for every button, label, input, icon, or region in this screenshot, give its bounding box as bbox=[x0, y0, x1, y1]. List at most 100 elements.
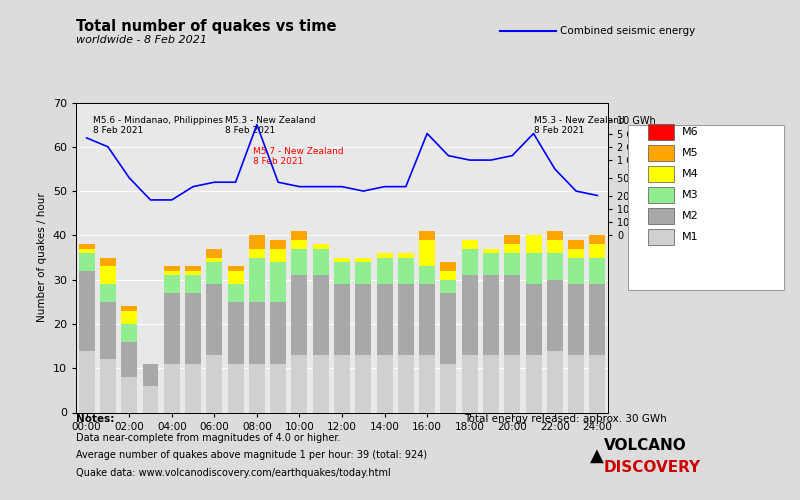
Bar bbox=[504, 244, 520, 253]
Bar bbox=[377, 355, 393, 412]
Bar bbox=[206, 262, 222, 284]
Text: M3: M3 bbox=[682, 190, 698, 200]
Y-axis label: Number of quakes / hour: Number of quakes / hour bbox=[38, 192, 47, 322]
Bar bbox=[568, 284, 584, 355]
Text: DISCOVERY: DISCOVERY bbox=[604, 460, 701, 475]
Text: Notes:: Notes: bbox=[76, 414, 114, 424]
Bar bbox=[78, 248, 94, 253]
Bar bbox=[334, 284, 350, 355]
Bar bbox=[206, 355, 222, 412]
Bar bbox=[419, 266, 435, 284]
Bar bbox=[78, 244, 94, 248]
Bar bbox=[462, 275, 478, 355]
Text: worldwide - 8 Feb 2021: worldwide - 8 Feb 2021 bbox=[76, 35, 207, 45]
Bar bbox=[590, 284, 606, 355]
Bar bbox=[355, 262, 371, 284]
Text: M5.3 - New Zealand
8 Feb 2021: M5.3 - New Zealand 8 Feb 2021 bbox=[534, 116, 624, 135]
Bar bbox=[526, 253, 542, 284]
Bar bbox=[441, 271, 456, 280]
Bar bbox=[590, 355, 606, 412]
Bar bbox=[419, 240, 435, 266]
Bar bbox=[249, 258, 265, 302]
Bar bbox=[504, 355, 520, 412]
Bar bbox=[122, 377, 137, 412]
Bar bbox=[270, 248, 286, 262]
Text: M5: M5 bbox=[682, 148, 698, 158]
Bar bbox=[334, 262, 350, 284]
Bar bbox=[164, 266, 180, 271]
Bar bbox=[122, 310, 137, 324]
Bar bbox=[483, 248, 499, 253]
Bar bbox=[398, 258, 414, 284]
Bar bbox=[164, 271, 180, 275]
Bar bbox=[547, 350, 562, 412]
Text: Data near-complete from magnitudes of 4.0 or higher.: Data near-complete from magnitudes of 4.… bbox=[76, 433, 341, 443]
Bar bbox=[122, 306, 137, 310]
Bar bbox=[441, 293, 456, 364]
Bar bbox=[78, 271, 94, 350]
Bar bbox=[419, 355, 435, 412]
Bar bbox=[249, 364, 265, 412]
Bar bbox=[334, 355, 350, 412]
Text: M2: M2 bbox=[682, 211, 698, 221]
Bar bbox=[568, 258, 584, 284]
Text: M5.7 - New Zealand
8 Feb 2021: M5.7 - New Zealand 8 Feb 2021 bbox=[253, 147, 343, 166]
Bar bbox=[441, 280, 456, 293]
Bar bbox=[185, 271, 201, 275]
Bar bbox=[228, 271, 243, 284]
Bar bbox=[228, 266, 243, 271]
Text: M5.6 - Mindanao, Philippines
8 Feb 2021: M5.6 - Mindanao, Philippines 8 Feb 2021 bbox=[93, 116, 223, 135]
Text: M4: M4 bbox=[682, 169, 698, 179]
Bar bbox=[228, 284, 243, 302]
Text: Combined seismic energy: Combined seismic energy bbox=[560, 26, 695, 36]
Bar bbox=[547, 253, 562, 280]
Bar bbox=[313, 248, 329, 275]
Bar bbox=[122, 342, 137, 377]
Bar bbox=[419, 231, 435, 240]
Bar bbox=[355, 355, 371, 412]
Bar bbox=[462, 240, 478, 248]
Bar bbox=[270, 364, 286, 412]
Bar bbox=[291, 275, 307, 355]
Bar bbox=[228, 364, 243, 412]
Bar bbox=[483, 253, 499, 275]
Text: M1: M1 bbox=[682, 232, 698, 242]
Bar bbox=[377, 253, 393, 258]
Bar bbox=[483, 275, 499, 355]
Bar bbox=[590, 244, 606, 258]
Bar bbox=[398, 253, 414, 258]
Bar bbox=[270, 262, 286, 302]
Bar bbox=[185, 266, 201, 271]
Bar bbox=[419, 284, 435, 355]
Bar bbox=[504, 236, 520, 244]
Bar bbox=[398, 284, 414, 355]
Text: ▲: ▲ bbox=[590, 447, 604, 465]
Bar bbox=[206, 248, 222, 258]
Bar bbox=[313, 355, 329, 412]
Text: Quake data: www.volcanodiscovery.com/earthquakes/today.html: Quake data: www.volcanodiscovery.com/ear… bbox=[76, 468, 390, 478]
Bar bbox=[164, 275, 180, 293]
Bar bbox=[164, 293, 180, 364]
Bar bbox=[547, 231, 562, 240]
Bar bbox=[313, 244, 329, 248]
Bar bbox=[334, 258, 350, 262]
Bar bbox=[142, 364, 158, 386]
Text: M6: M6 bbox=[682, 127, 698, 137]
Bar bbox=[228, 302, 243, 364]
Bar bbox=[377, 258, 393, 284]
Bar bbox=[355, 284, 371, 355]
Bar bbox=[142, 386, 158, 412]
Bar bbox=[185, 275, 201, 293]
Bar bbox=[462, 248, 478, 275]
Bar bbox=[270, 240, 286, 248]
Bar bbox=[291, 231, 307, 240]
Bar bbox=[185, 364, 201, 412]
Text: Total energy released: approx. 30 GWh: Total energy released: approx. 30 GWh bbox=[464, 414, 666, 424]
Bar bbox=[291, 248, 307, 275]
Bar bbox=[206, 258, 222, 262]
Bar bbox=[100, 284, 116, 302]
Bar bbox=[504, 275, 520, 355]
Bar bbox=[526, 355, 542, 412]
Text: VOLCANO: VOLCANO bbox=[604, 438, 686, 453]
Bar bbox=[100, 266, 116, 284]
